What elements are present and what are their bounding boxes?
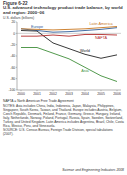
y-axis-label: U.S. dollars (billions) bbox=[3, 16, 34, 20]
y-tick bbox=[16, 22, 17, 23]
y-tick bbox=[16, 90, 17, 91]
title: U.S. advanced technology product trade b… bbox=[3, 6, 124, 16]
x-tick-label: 2003 bbox=[65, 92, 73, 96]
x-tick-label: 2000 bbox=[17, 92, 25, 96]
y-axis bbox=[17, 22, 18, 90]
publication: Science and Engineering Indicators 2008 bbox=[62, 168, 124, 172]
y-tick-label: -60 bbox=[10, 66, 15, 70]
y-tick-label: 0 bbox=[13, 32, 15, 36]
zero-line bbox=[17, 33, 121, 34]
series-label: World bbox=[80, 49, 90, 53]
y-tick-label: -80 bbox=[10, 77, 15, 81]
note: NAFTA = North American Free Trade Agreem… bbox=[3, 99, 124, 103]
y-tick bbox=[16, 56, 17, 57]
chart: -100 -80 -60 -40 -20 0 20 2000 2001 2002 2003 2004 2… bbox=[0, 0, 127, 98]
x-axis bbox=[17, 90, 121, 91]
y-tick bbox=[16, 67, 17, 68]
series-label: Asia bbox=[81, 69, 89, 73]
y-tick-label: -40 bbox=[10, 54, 15, 58]
note: SOURCE: U.S. Census Bureau, Foreign Trad… bbox=[3, 128, 124, 136]
series-line bbox=[21, 48, 117, 82]
series-line bbox=[21, 31, 117, 59]
x-tick-label: 2004 bbox=[81, 92, 89, 96]
series-label: NAFTA bbox=[95, 36, 108, 40]
y-tick bbox=[16, 33, 17, 34]
x-tick-label: 2005 bbox=[97, 92, 105, 96]
y-tick-label: -100 bbox=[8, 88, 15, 92]
series-label: Europe bbox=[31, 25, 43, 29]
notes: NAFTA = North American Free Trade Agreem… bbox=[3, 99, 124, 137]
series-label: Latin America bbox=[89, 22, 113, 26]
note: NOTES: Asia includes China, India, Indon… bbox=[3, 104, 124, 128]
y-tick bbox=[16, 44, 17, 45]
x-tick-label: 2002 bbox=[49, 92, 57, 96]
x-tick-label: 2001 bbox=[33, 92, 41, 96]
y-tick-label: 20 bbox=[11, 20, 15, 24]
lines bbox=[21, 27, 117, 82]
x-tick-label: 2006 bbox=[113, 92, 121, 96]
y-tick-label: -20 bbox=[10, 43, 15, 47]
y-tick bbox=[16, 78, 17, 79]
